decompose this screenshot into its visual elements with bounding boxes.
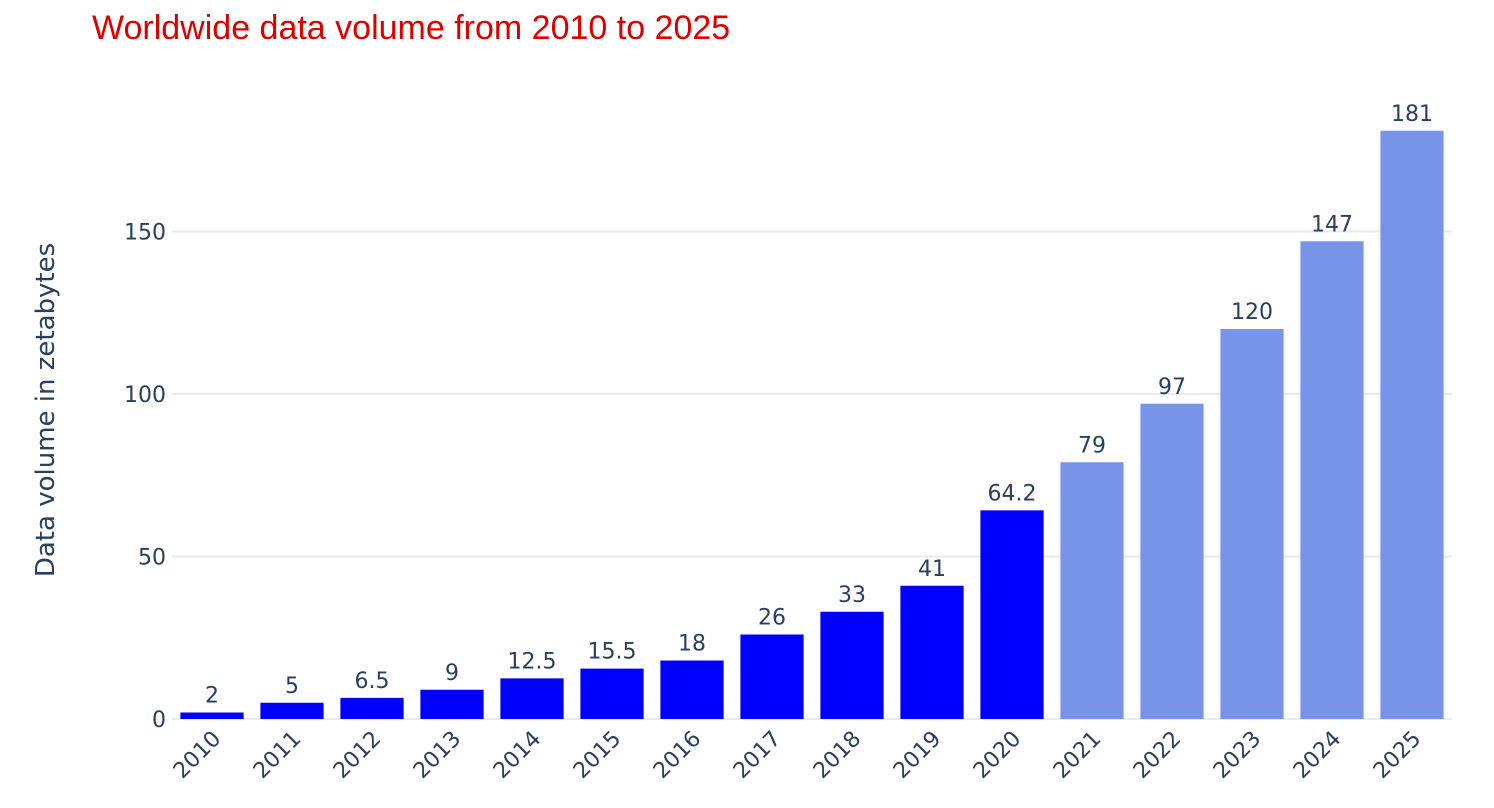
y-tick-label: 0 [152,708,166,733]
bar-2016 [660,660,724,719]
y-axis-title: Data volume in zetabytes [31,243,61,577]
x-tick-label: 2017 [729,727,786,784]
data-label-2011: 5 [285,674,299,699]
data-label-2023: 120 [1231,300,1273,325]
x-tick-label: 2015 [569,727,626,784]
bar-2024 [1300,241,1364,719]
bar-2022 [1140,403,1204,719]
bar-2017 [740,634,804,719]
x-axis-ticks: 2010 2011 2012 2013 2014 2015 2016 2017 2018 2019… [169,727,1426,784]
chart-title: Worldwide data volume from 2010 to 2025 [92,9,731,47]
y-tick-label: 150 [124,221,166,246]
data-label-2014: 12.5 [508,649,557,674]
x-tick-label: 2016 [649,727,706,784]
bars-layer [180,130,1444,719]
data-label-2022: 97 [1158,375,1186,400]
x-tick-label: 2024 [1289,727,1346,784]
data-label-2025: 181 [1391,102,1433,127]
y-tick-label: 50 [138,546,166,571]
data-label-2013: 9 [445,661,459,686]
x-tick-label: 2010 [169,727,226,784]
bar-2020 [980,510,1044,719]
data-label-2016: 18 [678,632,706,657]
bar-2010 [180,712,244,719]
bar-2019 [900,585,964,719]
x-tick-label: 2025 [1369,727,1426,784]
x-tick-label: 2019 [889,727,946,784]
x-tick-label: 2018 [809,727,866,784]
y-axis-ticks: 0 50 100 150 [124,221,166,734]
bar-2013 [420,689,484,719]
x-tick-label: 2022 [1129,727,1186,784]
x-tick-label: 2023 [1209,727,1266,784]
x-tick-label: 2021 [1049,727,1106,784]
bar-2025 [1380,130,1444,719]
bar-2018 [820,611,884,719]
x-tick-label: 2011 [249,727,306,784]
data-label-2024: 147 [1311,212,1353,237]
x-tick-label: 2020 [969,727,1026,784]
y-tick-label: 100 [124,383,166,408]
data-labels-layer: 2 5 6.5 9 12.5 15.5 18 26 33 41 64.2 79 97 120 147 181 [205,102,1433,709]
bar-2021 [1060,462,1124,719]
data-label-2015: 15.5 [588,640,637,665]
bar-2015 [580,668,644,719]
bar-2012 [340,697,404,719]
bar-2023 [1220,329,1284,719]
x-tick-label: 2014 [489,727,546,784]
data-label-2017: 26 [758,606,786,631]
bar-2011 [260,702,324,719]
data-label-2018: 33 [838,583,866,608]
x-tick-label: 2012 [329,727,386,784]
data-label-2012: 6.5 [355,669,390,694]
data-label-2010: 2 [205,684,219,709]
x-tick-label: 2013 [409,727,466,784]
data-label-2020: 64.2 [988,481,1037,506]
bar-2014 [500,678,564,719]
data-label-2019: 41 [918,557,946,582]
data-label-2021: 79 [1078,433,1106,458]
